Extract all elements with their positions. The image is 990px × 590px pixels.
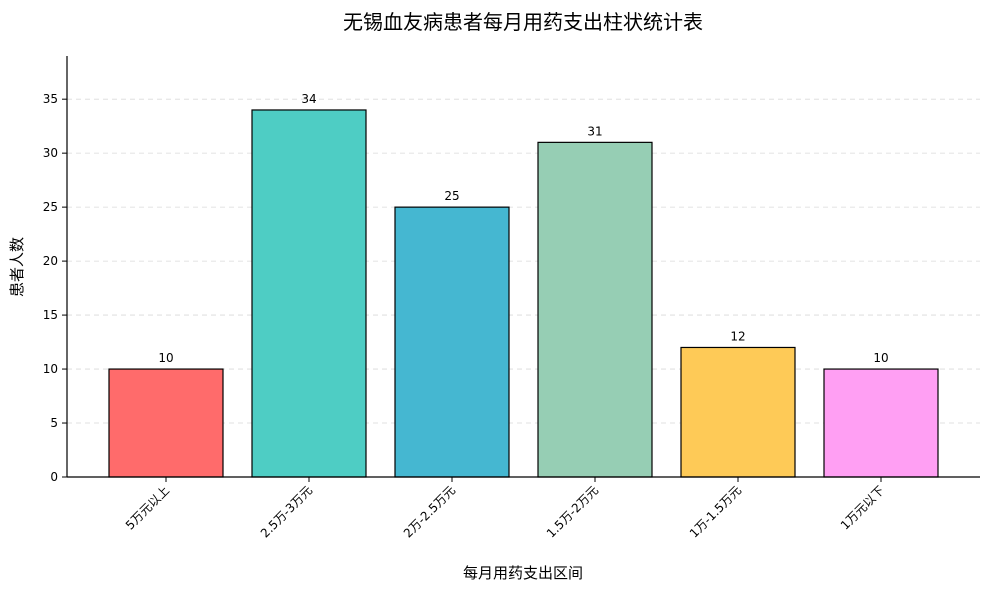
x-tick-label: 1万元以下 [838,483,887,532]
y-tick-label: 30 [43,146,58,160]
bar-value-label: 31 [587,124,602,138]
x-tick-label: 2.5万-3万元 [258,483,315,540]
y-tick-label: 15 [43,308,58,322]
x-tick-label: 1.5万-2万元 [544,483,601,540]
bars [108,109,939,478]
x-tick-label: 1万-1.5万元 [687,483,744,540]
x-tick-label: 2万-2.5万元 [401,483,458,540]
y-tick-label: 5 [50,416,58,430]
y-tick-label: 10 [43,362,58,376]
y-tick-label: 25 [43,200,58,214]
y-tick-label: 20 [43,254,58,268]
bar [394,206,510,478]
y-tick-label: 0 [50,470,58,484]
axes [66,56,980,478]
bar [680,346,796,478]
bar-value-label: 12 [730,329,745,343]
bar-value-label: 34 [301,92,316,106]
bar [823,368,939,478]
bar [108,368,224,478]
x-axis-label: 每月用药支出区间 [463,564,583,582]
bar-value-label: 10 [873,351,888,365]
bar-value-label: 10 [158,351,173,365]
bar [251,109,367,478]
x-tick-label: 5万元以上 [123,483,172,532]
bar [537,141,653,478]
bar-value-label: 25 [444,189,459,203]
bar-value-labels: 10 34 25 31 12 10 [158,92,888,365]
y-ticks: 0 5 10 15 20 25 30 35 [43,92,67,484]
x-ticks: 5万元以上 2.5万-3万元 2万-2.5万元 1.5万-2万元 1万-1.5万元 1万元… [123,477,887,541]
chart-title: 无锡血友病患者每月用药支出柱状统计表 [343,10,703,34]
y-axis-label: 患者人数 [8,237,26,297]
y-tick-label: 35 [43,92,58,106]
